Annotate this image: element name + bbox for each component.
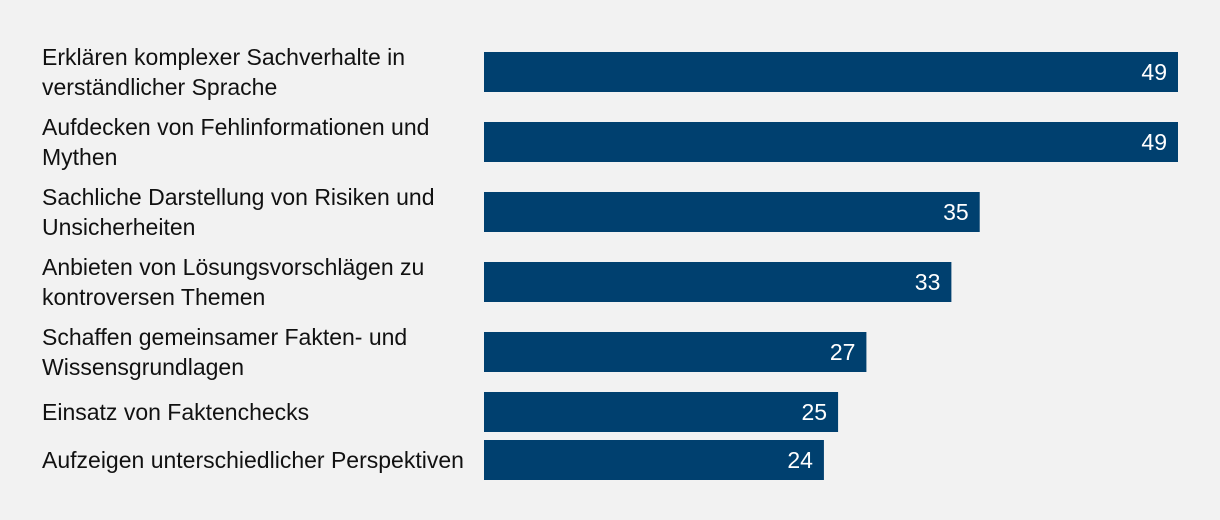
category-label-line: Unsicherheiten	[42, 214, 195, 240]
bar-3	[484, 192, 980, 232]
category-label-line: Wissensgrundlagen	[42, 354, 244, 380]
category-label-1: Erklären komplexer Sachverhalte in verstä…	[42, 44, 405, 100]
category-label-6: Einsatz von Faktenchecks	[42, 399, 309, 425]
value-label-2: 49	[1141, 129, 1167, 155]
category-label-3: Sachliche Darstellung von Risiken und Uns…	[42, 184, 435, 240]
category-label-line: Sachliche Darstellung von Risiken und	[42, 184, 435, 210]
category-label-line: Anbieten von Lösungsvorschlägen zu	[42, 254, 424, 280]
value-label-3: 35	[943, 199, 969, 225]
category-label-5: Schaffen gemeinsamer Fakten- und Wissensg…	[42, 324, 407, 380]
category-label-line: Mythen	[42, 144, 117, 170]
bar-2	[484, 122, 1178, 162]
category-label-line: Einsatz von Faktenchecks	[42, 399, 309, 425]
bar-5	[484, 332, 867, 372]
category-label-4: Anbieten von Lösungsvorschlägen zu kontro…	[42, 254, 424, 310]
category-label-line: verständlicher Sprache	[42, 74, 277, 100]
value-label-6: 25	[801, 399, 827, 425]
category-label-line: kontroversen Themen	[42, 284, 265, 310]
category-label-2: Aufdecken von Fehlinformationen und Mythe…	[42, 114, 429, 170]
value-labels-group: 49 49 35 33 27 25 24	[787, 59, 1167, 473]
category-label-line: Erklären komplexer Sachverhalte in	[42, 44, 405, 70]
category-label-line: Aufzeigen unterschiedlicher Perspektiven	[42, 447, 464, 473]
category-label-line: Schaffen gemeinsamer Fakten- und	[42, 324, 407, 350]
value-label-7: 24	[787, 447, 813, 473]
value-label-1: 49	[1141, 59, 1167, 85]
category-label-7: Aufzeigen unterschiedlicher Perspektiven	[42, 447, 464, 473]
bar-4	[484, 262, 952, 302]
bar-6	[484, 392, 839, 432]
value-label-4: 33	[915, 269, 941, 295]
bar-7	[484, 440, 824, 480]
category-labels-group: Erklären komplexer Sachverhalte in verstä…	[42, 44, 464, 473]
bars-group	[484, 52, 1178, 480]
category-label-line: Aufdecken von Fehlinformationen und	[42, 114, 429, 140]
bar-1	[484, 52, 1178, 92]
value-label-5: 27	[830, 339, 856, 365]
